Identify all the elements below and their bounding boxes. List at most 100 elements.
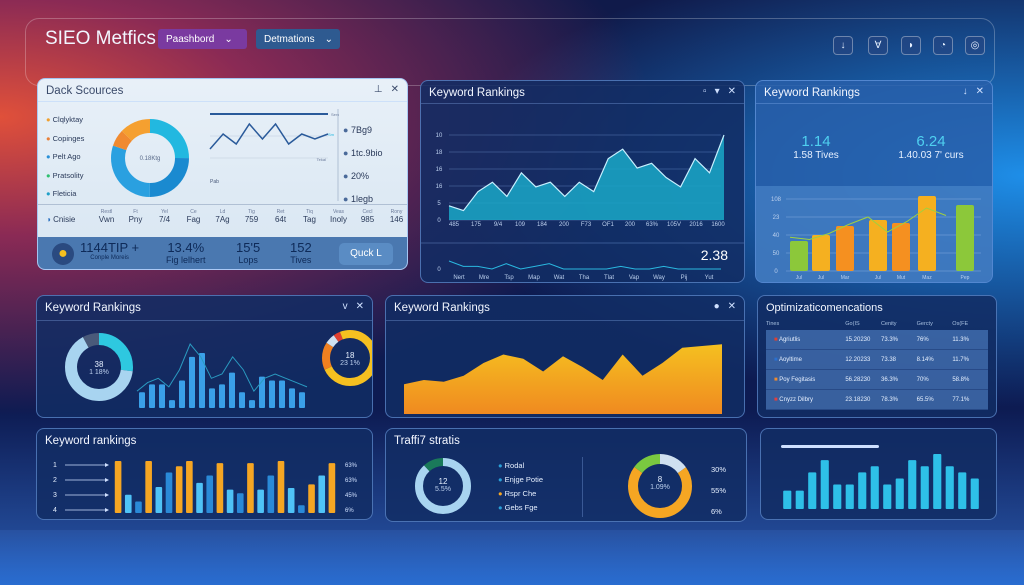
bar xyxy=(895,478,904,509)
legend-label: Rodal xyxy=(504,461,525,470)
percent-label: 6% xyxy=(711,507,722,516)
table-cell: ■ Agriutlis xyxy=(774,337,845,343)
table-row[interactable]: ■ Poy Fegitasis 56.28230 36.3% 70% 58.8% xyxy=(766,370,988,390)
bar xyxy=(892,223,910,271)
table-column: Ce Fag xyxy=(183,209,204,224)
x-tick-label: Pep xyxy=(961,275,970,281)
column-value: 985 xyxy=(360,215,375,224)
filter-icon[interactable]: ∀ xyxy=(868,36,888,55)
donut-sub: 1.09% xyxy=(650,484,670,491)
percent-label: 63% xyxy=(345,463,358,469)
side-list-item: ● 1tc.9bio xyxy=(343,142,382,165)
bar xyxy=(165,472,173,513)
table-column: Veas Inoly xyxy=(328,209,349,224)
table-cell: 65.5% xyxy=(917,397,953,403)
cell-text: Aoyltime xyxy=(778,356,802,363)
bar xyxy=(196,482,203,513)
table-cell: 11.3% xyxy=(952,337,988,343)
download-icon[interactable]: ↓ xyxy=(962,86,968,97)
rankings-area-chart: 10 18 16 16 5 0 485 175 9/4 109 184 200 F73 OF1 200 63%… xyxy=(421,133,744,281)
wave-area xyxy=(404,344,722,414)
column-value: Inoly xyxy=(330,215,347,224)
donut-sub: 5.5% xyxy=(435,486,451,493)
quick-button[interactable]: Quck L xyxy=(339,243,393,265)
bar xyxy=(124,494,132,513)
bar xyxy=(958,472,967,509)
table-row[interactable]: ■ Agriutlis 15.20230 73.3% 76% 11.3% xyxy=(766,330,988,350)
close-icon[interactable]: ✕ xyxy=(975,86,984,97)
column-value: 146 xyxy=(389,215,404,224)
cell-text: 36.3% xyxy=(881,376,899,383)
percent-label: 63% xyxy=(345,478,358,484)
kpi-value: 152 xyxy=(290,240,312,255)
close-icon[interactable]: ✕ xyxy=(727,86,736,97)
side-list: ● 7Bg9 ● 1tc.9bio ● 20% ● 1legb xyxy=(343,119,382,211)
bar xyxy=(216,463,224,513)
x-tick-label: Mar xyxy=(841,275,850,281)
side-list-label: 7Bg9 xyxy=(350,125,372,135)
bar xyxy=(298,505,305,513)
x-tick-label: 1600 xyxy=(711,222,725,228)
table-header: Tines Go(IS Cenity Gercty Os(FE xyxy=(766,318,988,330)
shield-icon[interactable]: ◗ xyxy=(901,36,921,55)
bullet-icon: ● xyxy=(343,148,349,158)
panel-title: Keyword Rankings xyxy=(394,302,490,314)
sources-donut-slice xyxy=(111,119,189,197)
dropdown-label: Detmations xyxy=(264,33,315,45)
bar xyxy=(299,392,305,408)
cell-text: 58.8% xyxy=(952,376,970,383)
optimization-recommendations-panel: Optimizaticomencations Tines Go(IS Cenity G… xyxy=(757,295,997,418)
logo-icon: ● xyxy=(52,243,74,265)
left-donut-slice xyxy=(415,458,471,514)
table-cell: ■ Poy Fegitasis xyxy=(774,377,845,383)
x-tick-label: 485 xyxy=(449,222,460,228)
bar xyxy=(883,484,892,509)
y-tick-label: 40 xyxy=(773,233,780,239)
x-tick-label: 9/4 xyxy=(494,222,503,228)
bar xyxy=(328,463,336,513)
destinations-dropdown[interactable]: Detmations ⌄ xyxy=(256,29,340,49)
table-cell: 36.3% xyxy=(881,377,917,383)
column-header: Tig xyxy=(248,209,255,215)
cell-text: 73.3% xyxy=(881,336,899,343)
close-icon[interactable]: ✕ xyxy=(355,301,364,312)
filter-icon[interactable]: ▾ xyxy=(714,86,720,97)
column-value: Pny xyxy=(128,215,143,224)
bar xyxy=(790,241,808,271)
bar xyxy=(236,493,244,513)
legend: ● Clqlyktay ● Copinges ● Pelt Ago ● Pratsol… xyxy=(46,111,84,204)
legend-dot: ● xyxy=(46,189,51,198)
app-title: SIEO Metfics xyxy=(45,28,156,49)
line-label: Tekal xyxy=(317,157,326,162)
table-cell: 76% xyxy=(917,337,953,343)
kpi-bar: ● 1144TIP + Conple Moreis 13.4% Fig lelhert… xyxy=(38,237,407,269)
stat-value: 6.24 xyxy=(916,133,946,150)
table-row[interactable]: ■ Aoyltime 12.20233 73.38 8.14% 11.7% xyxy=(766,350,988,370)
table-row[interactable]: ■ Cnyzz Dilbry 23.18230 78.3% 65.5% 77.1% xyxy=(766,390,988,410)
bar xyxy=(239,392,245,408)
column-header: Cenity xyxy=(880,321,897,327)
download-icon[interactable]: ↓ xyxy=(833,36,853,55)
bar xyxy=(259,376,265,408)
trend-line xyxy=(136,343,308,393)
close-icon[interactable]: ✕ xyxy=(727,301,736,312)
settings-icon[interactable]: ◎ xyxy=(965,36,985,55)
stat-2: 6.24 1.40.03 7' curs xyxy=(876,133,986,161)
table-cell: 73.38 xyxy=(881,357,917,363)
mini-x-label: Map xyxy=(528,275,540,281)
cell-text: 8.14% xyxy=(916,356,934,363)
refresh-icon[interactable]: ◔ xyxy=(933,36,953,55)
close-icon[interactable]: ✕ xyxy=(390,84,399,95)
kpi-value: 1144TIP + xyxy=(80,240,140,255)
bar xyxy=(812,235,830,271)
bullet-icon: ● xyxy=(343,194,349,204)
edit-icon[interactable]: ▫ xyxy=(703,86,707,97)
dashboard-dropdown[interactable]: Paashbord ⌄ xyxy=(158,29,247,49)
bar xyxy=(179,380,185,408)
legend-dot: ● xyxy=(46,115,51,124)
bar xyxy=(175,466,183,513)
pin-icon[interactable]: ⊥ xyxy=(373,84,383,95)
settings-icon[interactable]: ● xyxy=(713,301,720,312)
collapse-icon[interactable]: v xyxy=(342,301,348,312)
dropdown-label: Paashbord xyxy=(166,33,215,45)
